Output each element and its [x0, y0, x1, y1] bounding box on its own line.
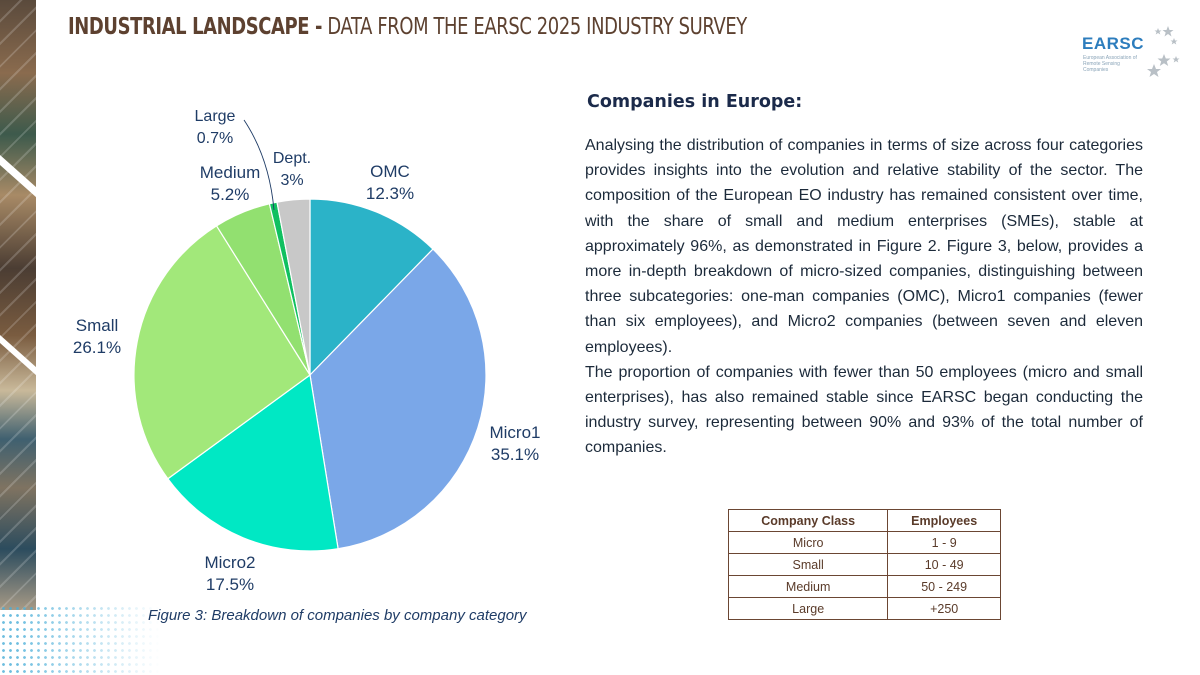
pie-value-dept: 3%: [280, 172, 303, 189]
table-row: Micro 1 - 9: [727, 531, 1001, 554]
table-header-cell: Company Class: [727, 509, 889, 532]
logo-subtitle: European Association of Remote Sensing C…: [1083, 55, 1137, 73]
page-title-bold: INDUSTRIAL LANDSCAPE -: [68, 14, 323, 40]
body-paragraph-2: The proportion of companies with fewer t…: [585, 363, 1143, 457]
table-cell: 1 - 9: [887, 531, 1001, 554]
pie-label-micro1: Micro1: [489, 423, 540, 442]
table-header-row: Company Class Employees: [727, 509, 1001, 532]
figure-caption: Figure 3: Breakdown of companies by comp…: [148, 607, 527, 624]
satellite-imagery-strip: [0, 0, 36, 610]
company-class-table: Company Class Employees Micro 1 - 9 Smal…: [727, 509, 1001, 620]
page-title: INDUSTRIAL LANDSCAPE - DATA FROM THE EAR…: [68, 14, 747, 40]
logo-stars-icon: [1147, 26, 1180, 77]
pie-value-micro2: 17.5%: [206, 575, 254, 594]
table-cell: Micro: [727, 531, 889, 554]
table-cell: Small: [727, 553, 889, 576]
table-cell: 50 - 249: [887, 575, 1001, 598]
strip-diagonal-cuts: [0, 155, 46, 384]
pie-value-medium: 5.2%: [211, 185, 250, 204]
pie-value-omc: 12.3%: [366, 184, 414, 203]
section-heading: Companies in Europe:: [587, 92, 803, 112]
earsc-logo: EARSC European Association of Remote Sen…: [1080, 24, 1180, 84]
table-cell: Large: [727, 597, 889, 620]
table-row: Large +250: [727, 597, 1001, 620]
pie-slice-micro2: [167, 373, 339, 552]
table-cell: 10 - 49: [887, 553, 1001, 576]
table-cell: +250: [887, 597, 1001, 620]
pie-slice-omc: [309, 198, 434, 377]
pie-value-small: 26.1%: [73, 338, 121, 357]
table-cell: Medium: [727, 575, 889, 598]
pie-value-micro1: 35.1%: [491, 445, 539, 464]
table-header-cell: Employees: [887, 509, 1001, 532]
table-row: Medium 50 - 249: [727, 575, 1001, 598]
pie-slice-small: [133, 225, 311, 480]
pie-label-micro2: Micro2: [204, 553, 255, 572]
table-row: Small 10 - 49: [727, 553, 1001, 576]
pie-label-medium: Medium: [200, 163, 260, 182]
pie-slice-micro1: [309, 248, 487, 550]
body-text: Analysing the distribution of companies …: [585, 133, 1143, 461]
decorative-dot-pattern: [0, 605, 160, 675]
page-title-rest: DATA FROM THE EARSC 2025 INDUSTRY SURVEY: [322, 14, 747, 40]
pie-chart: OMC 12.3% Micro1 35.1% Micro2 17.5% Small 26.1%…: [73, 108, 541, 594]
logo-name: EARSC: [1082, 34, 1145, 53]
pie-label-dept: Dept.: [273, 150, 311, 167]
pie-value-large: 0.7%: [197, 130, 233, 147]
pie-label-large: Large: [195, 108, 236, 125]
pie-label-omc: OMC: [370, 162, 410, 181]
pie-label-small: Small: [76, 316, 119, 335]
leader-line-large: [243, 119, 275, 211]
pie-slice-dept: [276, 198, 311, 376]
body-paragraph-1: Analysing the distribution of companies …: [585, 137, 1143, 356]
